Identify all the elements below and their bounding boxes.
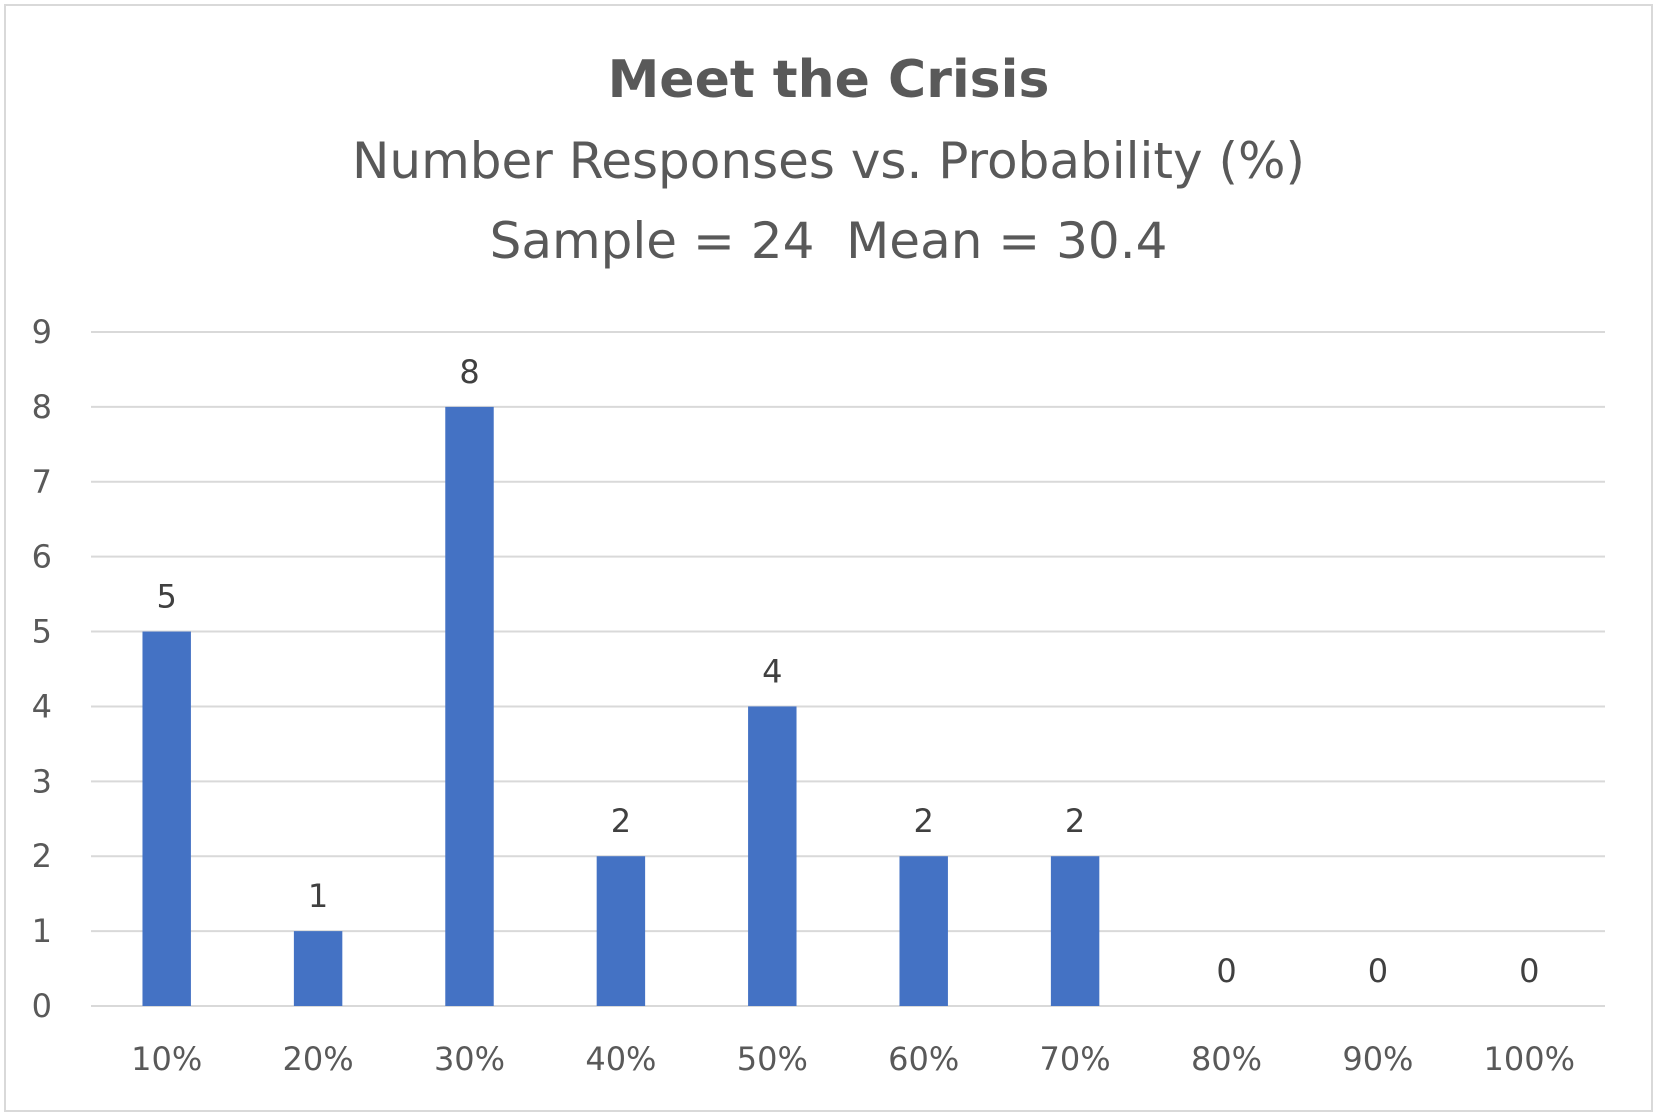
- data-label: 0: [1519, 952, 1539, 990]
- bar-50%: [748, 706, 797, 1006]
- y-tick-label: 9: [32, 313, 52, 351]
- y-axis-tick-labels: 0 1 2 3 4 5 6 7 8 9: [32, 313, 52, 1025]
- data-label: 2: [611, 802, 631, 840]
- data-labels: 5 1 8 2 4 2 2 0 0 0: [157, 353, 1540, 990]
- x-axis-tick-labels: 10% 20% 30% 40% 50% 60% 70% 80% 90% 100%: [131, 1040, 1575, 1078]
- data-label: 5: [157, 578, 177, 616]
- data-label: 8: [459, 353, 479, 391]
- y-tick-label: 3: [32, 762, 52, 800]
- x-tick-label: 20%: [283, 1040, 354, 1078]
- x-tick-label: 30%: [434, 1040, 505, 1078]
- bar-20%: [293, 931, 343, 1006]
- data-label: 2: [1065, 802, 1085, 840]
- x-tick-label: 70%: [1040, 1040, 1111, 1078]
- y-tick-label: 5: [32, 613, 52, 651]
- data-label: 0: [1216, 952, 1236, 990]
- x-tick-label: 100%: [1484, 1040, 1575, 1078]
- bar-60%: [899, 856, 948, 1006]
- y-tick-label: 4: [32, 687, 52, 725]
- bar-40%: [596, 856, 646, 1006]
- data-label: 0: [1368, 952, 1388, 990]
- chart-subtitle-line-2: Sample = 24 Mean = 30.4: [489, 212, 1168, 270]
- y-tick-label: 7: [32, 463, 52, 501]
- y-tick-label: 6: [32, 538, 52, 576]
- chart-area: Meet the Crisis Number Responses vs. Pro…: [4, 4, 1653, 1112]
- data-label: 2: [914, 802, 934, 840]
- data-label: 1: [308, 877, 328, 915]
- y-tick-label: 8: [32, 388, 52, 426]
- chart-title: Meet the Crisis: [607, 50, 1050, 110]
- bars: [142, 406, 1100, 1006]
- x-tick-label: 50%: [737, 1040, 808, 1078]
- bar-10%: [142, 631, 191, 1006]
- y-tick-label: 2: [32, 837, 52, 875]
- bar-30%: [445, 406, 494, 1006]
- x-tick-label: 80%: [1191, 1040, 1262, 1078]
- gridlines: [91, 331, 1605, 1007]
- data-label: 4: [762, 652, 782, 690]
- x-tick-label: 90%: [1342, 1040, 1413, 1078]
- bar-70%: [1050, 856, 1100, 1006]
- x-tick-label: 60%: [888, 1040, 959, 1078]
- x-tick-label: 10%: [131, 1040, 202, 1078]
- y-tick-label: 1: [32, 912, 52, 950]
- y-tick-label: 0: [32, 987, 52, 1025]
- x-tick-label: 40%: [585, 1040, 656, 1078]
- chart-subtitle-line-1: Number Responses vs. Probability (%): [352, 132, 1305, 190]
